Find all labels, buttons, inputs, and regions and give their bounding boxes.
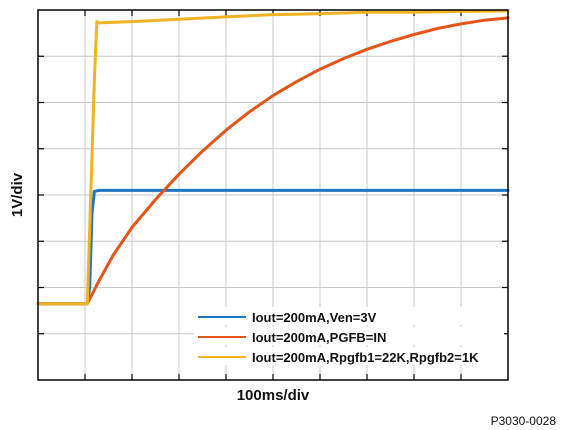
- plot-frame: [37, 9, 509, 381]
- legend: Iout=200mA,Ven=3V Iout=200mA,PGFB=IN Iout=…: [194, 307, 504, 365]
- figure-id: P3030-0028: [491, 414, 557, 428]
- legend-label: Iout=200mA,PGFB=IN: [252, 330, 386, 345]
- trace-series-2: [36, 16, 510, 306]
- legend-entry-background: [194, 307, 504, 325]
- legend-entry-background: [194, 327, 504, 345]
- x-axis-label: 100ms/div: [237, 387, 310, 404]
- traces: [36, 9, 510, 306]
- legend-label: Iout=200mA,Rpgfb1=22K,Rpgfb2=1K: [252, 350, 479, 365]
- trace-series-3: [36, 9, 510, 306]
- y-axis-label: 1V/div: [9, 172, 26, 217]
- legend-entry-background: [194, 347, 504, 365]
- legend-label: Iout=200mA,Ven=3V: [252, 310, 377, 325]
